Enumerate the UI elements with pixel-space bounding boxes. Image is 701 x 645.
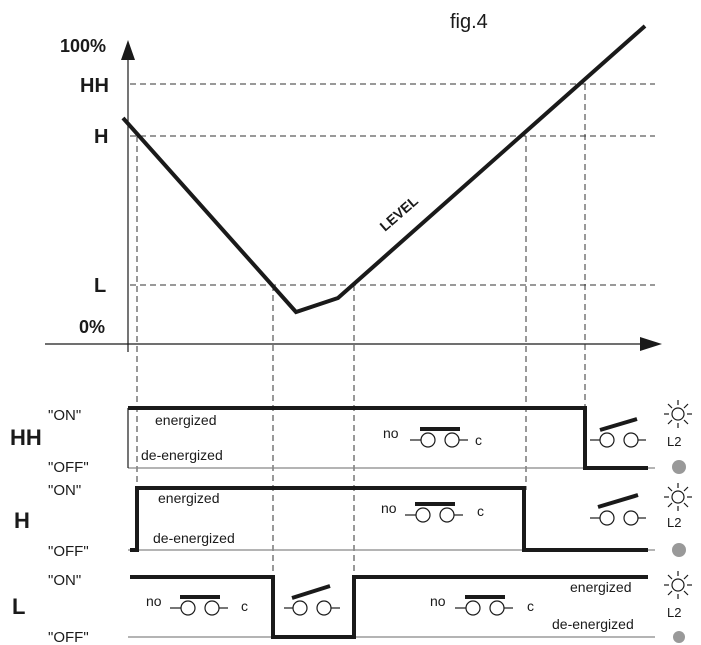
y-axis — [121, 40, 135, 352]
hh-lamp-on-icon — [664, 400, 692, 428]
l-energized-label: energized — [570, 579, 632, 595]
hh-no-label: no — [383, 425, 399, 441]
h-no-label: no — [381, 500, 397, 516]
l-open-contact-icon — [284, 584, 340, 616]
l-lamp-off-icon — [673, 631, 685, 643]
h-on-label: "ON" — [48, 482, 81, 499]
hh-signal-trace — [128, 406, 648, 470]
h-open-contact-icon — [590, 493, 646, 526]
l-de-energized-label: de-energized — [552, 616, 634, 632]
l-c-label-1: c — [241, 598, 248, 614]
l-c-label-2: c — [527, 598, 534, 614]
axis-label-l: L — [94, 275, 106, 297]
axis-label-100: 100% — [60, 36, 106, 56]
h-de-energized-label: de-energized — [153, 530, 235, 546]
h-lamp-label: L2 — [667, 515, 681, 530]
level-curve — [121, 24, 647, 315]
l-row-label: L — [12, 594, 25, 619]
hh-open-contact-icon — [590, 417, 646, 448]
hh-lamp-label: L2 — [667, 434, 681, 449]
h-c-label: c — [477, 503, 484, 519]
l-closed-contact-icon — [170, 595, 228, 616]
axis-label-0: 0% — [79, 317, 105, 337]
l-on-label: "ON" — [48, 572, 81, 589]
axis-label-h: H — [94, 126, 108, 148]
h-signal-trace — [130, 486, 648, 552]
hh-c-label: c — [475, 432, 482, 448]
l-off-label: "OFF" — [48, 629, 89, 645]
hh-closed-contact-icon — [410, 427, 468, 448]
hh-row-label: HH — [10, 425, 42, 450]
h-closed-contact-icon — [405, 502, 463, 523]
l-signal-trace — [130, 575, 648, 639]
l-lamp-on-icon — [664, 571, 692, 599]
hh-lamp-off-icon — [672, 460, 686, 474]
axis-label-hh: HH — [80, 75, 109, 97]
hh-on-label: "ON" — [48, 407, 81, 424]
l-closed-contact-icon-2 — [455, 595, 513, 616]
h-off-label: "OFF" — [48, 543, 89, 560]
hh-de-energized-label: de-energized — [141, 447, 223, 463]
figure-label: fig.4 — [450, 11, 488, 33]
projection-lines — [136, 84, 586, 580]
l-no-label-1: no — [146, 593, 162, 609]
h-row-label: H — [14, 508, 30, 533]
h-lamp-on-icon — [664, 483, 692, 511]
hh-energized-label: energized — [155, 412, 217, 428]
x-axis — [45, 337, 662, 351]
l-lamp-label: L2 — [667, 605, 681, 620]
hh-off-label: "OFF" — [48, 459, 89, 476]
l-no-label-2: no — [430, 593, 446, 609]
h-lamp-off-icon — [672, 543, 686, 557]
h-energized-label: energized — [158, 490, 220, 506]
